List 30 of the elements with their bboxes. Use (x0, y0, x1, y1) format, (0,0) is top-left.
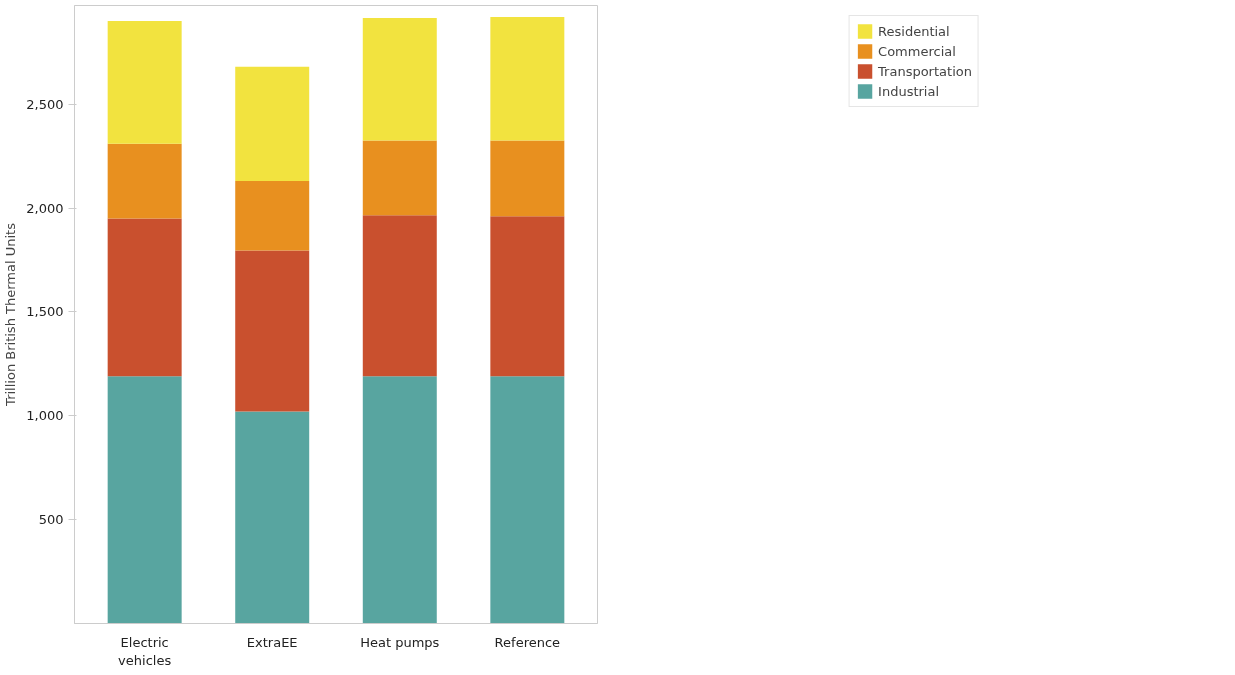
bar (362, 140, 437, 216)
x-tick-label: Electric vehicles (118, 634, 172, 668)
bar (490, 216, 565, 377)
bar (107, 218, 182, 377)
bar (235, 411, 310, 624)
y-tick-label: 500 (38, 512, 64, 528)
x-tick-label: Heat pumps (360, 634, 440, 650)
bar (490, 140, 565, 217)
bar (362, 215, 437, 377)
y-tick-label: 1,000 (26, 408, 64, 424)
y-tick-label: 2,000 (26, 200, 64, 216)
bar (490, 376, 565, 624)
y-tick-label: 2,500 (26, 96, 64, 112)
bar (362, 17, 437, 141)
bar (235, 66, 310, 182)
legend-label: Residential (878, 23, 950, 39)
bar (490, 16, 565, 141)
bar (362, 376, 437, 624)
bar (235, 181, 310, 251)
bar (107, 143, 182, 219)
x-tick-label: ExtraEE (246, 634, 298, 650)
bar (107, 376, 182, 624)
bar (107, 21, 182, 144)
legend-label: Commercial (878, 43, 956, 59)
legend-label: Industrial (878, 83, 940, 99)
bar (235, 250, 310, 412)
y-axis-title: Trillion British Thermal Units (3, 222, 19, 407)
legend-label: Transportation (878, 63, 972, 79)
y-tick-label: 1,500 (26, 304, 64, 320)
x-tick-label: Reference (494, 634, 561, 650)
